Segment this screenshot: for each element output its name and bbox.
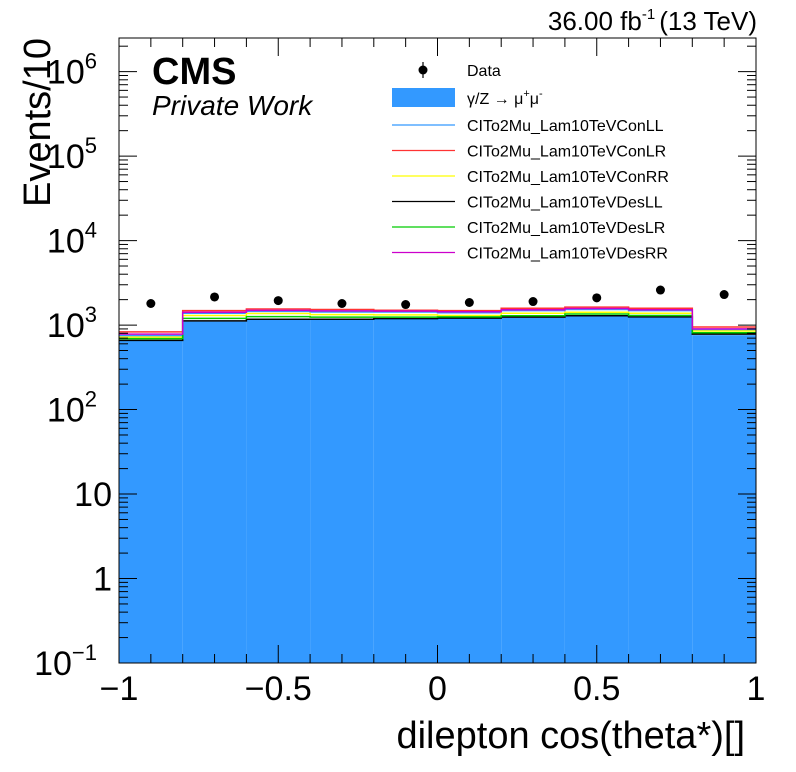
data-point-0	[146, 299, 156, 309]
cms-label: CMS	[152, 51, 236, 93]
background-bin-7	[564, 316, 629, 663]
x-axis-title: dilepton cos(theta*)[]	[396, 715, 745, 757]
signal-line-CITo2Mu_Lam10TeVDesLL	[119, 314, 756, 342]
data-point-3	[337, 299, 347, 309]
data-point-9	[719, 290, 729, 300]
y-tick-label-1: 1	[93, 561, 112, 599]
signal-line-CITo2Mu_Lam10TeVDesRR	[119, 307, 756, 335]
legend-bkg-label: γ/Z → μ+μ-	[467, 88, 543, 108]
background-bin-1	[182, 321, 247, 663]
legend-label-CITo2Mu_Lam10TeVConRR: CITo2Mu_Lam10TeVConRR	[467, 169, 669, 186]
data-point-2	[273, 296, 283, 306]
lumi-label: 36.00 fb-1 (13 TeV)	[548, 6, 757, 36]
x-axis-ticks	[118, 38, 757, 663]
data-point-7	[592, 293, 602, 303]
data-point-4	[401, 300, 411, 310]
x-tick-label-4: 1	[747, 670, 766, 708]
data-point-6	[528, 297, 538, 307]
x-axis-tick-labels: −1 −0.5 0 0.5 1	[100, 670, 766, 708]
legend-label-CITo2Mu_Lam10TeVConLL: CITo2Mu_Lam10TeVConLL	[467, 118, 664, 135]
y-tick-label-3: 102	[47, 387, 97, 430]
y-axis-tick-labels: 10−1 1 10 102 103 104 105 106	[34, 49, 112, 683]
y-tick-label-6: 105	[47, 133, 97, 176]
legend-label-CITo2Mu_Lam10TeVDesLL: CITo2Mu_Lam10TeVDesLL	[467, 195, 663, 212]
background-bin-4	[373, 318, 438, 663]
y-tick-label-2: 10	[74, 476, 112, 514]
background-bin-6	[501, 317, 565, 663]
legend: Data γ/Z → μ+μ- CITo2Mu_Lam10TeVConLLCIT…	[392, 62, 669, 263]
signal-histograms	[119, 306, 756, 342]
x-tick-label-2: 0	[428, 670, 447, 708]
y-axis-ticks	[119, 45, 756, 664]
background-bin-8	[628, 317, 693, 663]
background-bin-5	[437, 318, 502, 663]
data-point-8	[655, 285, 665, 295]
x-tick-label-0: −1	[100, 670, 139, 708]
y-tick-label-0: 10−1	[34, 640, 97, 683]
background-bin-3	[310, 319, 374, 663]
y-tick-label-7: 106	[47, 49, 97, 92]
private-work-label: Private Work	[152, 90, 314, 121]
data-point-5	[464, 297, 474, 307]
legend-data-label: Data	[467, 63, 501, 80]
legend-series: CITo2Mu_Lam10TeVConLL CITo2Mu_Lam10TeVCon…	[392, 118, 669, 263]
legend-label-CITo2Mu_Lam10TeVDesRR: CITo2Mu_Lam10TeVDesRR	[467, 246, 668, 263]
y-tick-label-5: 104	[47, 218, 97, 261]
data-points	[146, 285, 729, 310]
background-histogram	[119, 316, 756, 663]
legend-data-marker	[418, 65, 428, 75]
x-tick-label-1: −0.5	[245, 670, 312, 708]
background-bin-9	[692, 335, 756, 663]
legend-bkg-swatch	[392, 88, 455, 107]
signal-line-CITo2Mu_Lam10TeVDesLR	[119, 313, 756, 340]
y-axis-title: Events/10	[17, 38, 59, 207]
y-tick-label-4: 103	[47, 302, 97, 345]
legend-label-CITo2Mu_Lam10TeVDesLR: CITo2Mu_Lam10TeVDesLR	[467, 220, 665, 237]
x-tick-label-3: 0.5	[573, 670, 620, 708]
background-bin-0	[119, 340, 183, 663]
background-bin-2	[246, 319, 311, 663]
legend-label-CITo2Mu_Lam10TeVConLR: CITo2Mu_Lam10TeVConLR	[467, 144, 666, 161]
data-point-1	[210, 292, 220, 302]
signal-line-CITo2Mu_Lam10TeVConRR	[119, 311, 756, 338]
